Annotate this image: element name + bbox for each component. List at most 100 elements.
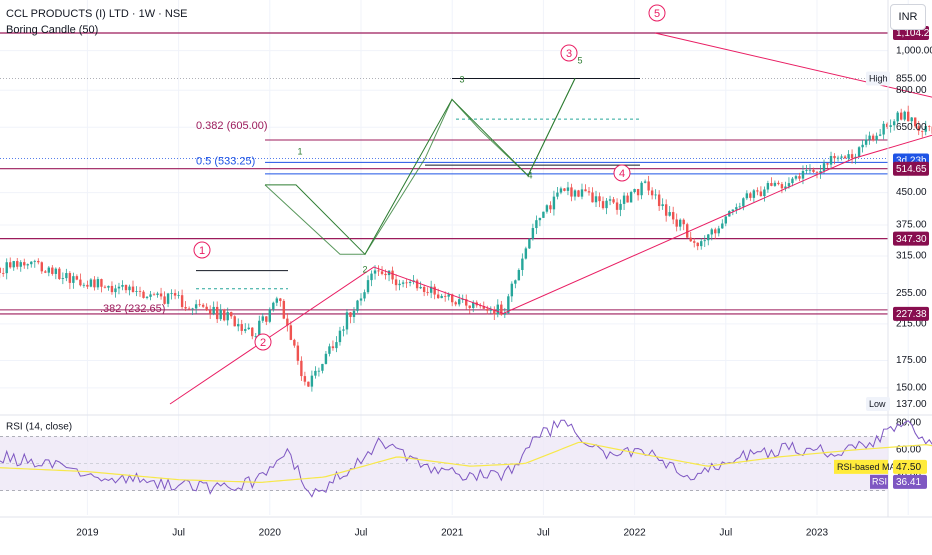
- candle-body: [353, 311, 355, 317]
- candle: [248, 323, 250, 329]
- candle-body: [244, 329, 246, 331]
- candle-body: [553, 197, 555, 210]
- candle: [318, 368, 320, 377]
- candle-body: [13, 261, 15, 267]
- candle: [363, 290, 365, 302]
- candle: [644, 179, 646, 183]
- indicator-label: Boring Candle (50): [6, 24, 98, 36]
- candle: [230, 312, 232, 319]
- candle-body: [311, 376, 313, 387]
- x-tick-label: 2023: [806, 528, 829, 539]
- candle-body: [300, 361, 302, 376]
- candle: [535, 216, 537, 235]
- x-tick-label: 2022: [623, 528, 646, 539]
- candle-body: [377, 270, 379, 271]
- candle: [223, 309, 225, 322]
- candle-body: [139, 291, 141, 292]
- candle: [167, 293, 169, 307]
- candle-body: [781, 184, 783, 188]
- candle-body: [111, 286, 113, 292]
- candle: [714, 228, 716, 239]
- candle: [72, 273, 74, 289]
- candle-body: [367, 280, 369, 292]
- candle-body: [556, 193, 558, 197]
- candle-body: [51, 268, 53, 274]
- candle: [41, 261, 43, 273]
- candle-body: [65, 273, 67, 278]
- candle-body: [598, 196, 600, 201]
- candle-body: [104, 287, 106, 288]
- candle-body: [518, 270, 520, 280]
- candle: [6, 258, 8, 279]
- candle: [174, 289, 176, 299]
- candle: [795, 175, 797, 181]
- wave-line-1-2: [170, 267, 503, 404]
- candle-body: [170, 293, 172, 294]
- candle: [142, 290, 144, 299]
- candle: [219, 304, 221, 321]
- candle-body: [230, 312, 232, 316]
- candle-body: [212, 307, 214, 314]
- candle-body: [198, 304, 200, 305]
- candle-body: [160, 293, 162, 296]
- candle-body: [697, 243, 699, 246]
- candle: [490, 306, 492, 313]
- candle: [511, 281, 513, 302]
- candle-body: [332, 346, 334, 348]
- candle: [160, 288, 162, 300]
- x-tick-label: 2020: [259, 528, 282, 539]
- subwave-path-bottom: [265, 78, 575, 254]
- candle: [665, 199, 667, 221]
- candle: [574, 189, 576, 200]
- candle: [339, 327, 341, 346]
- candle-body: [163, 296, 165, 303]
- candle-body: [560, 188, 562, 192]
- candle: [602, 197, 604, 210]
- candle: [746, 190, 748, 200]
- candle-body: [293, 340, 295, 346]
- candle-body: [125, 285, 127, 290]
- candle: [321, 364, 323, 373]
- candle-body: [802, 171, 804, 179]
- candle: [433, 284, 435, 299]
- candle: [672, 207, 674, 224]
- candle-body: [574, 190, 576, 196]
- candle: [609, 196, 611, 205]
- chart-title: CCL PRODUCTS (I) LTD · 1W · NSE: [6, 8, 188, 20]
- candle-body: [258, 321, 260, 336]
- candle-body: [872, 136, 874, 141]
- wave-label-4: 4: [619, 168, 625, 180]
- candle: [216, 301, 218, 323]
- candle: [405, 279, 407, 288]
- candle: [616, 198, 618, 214]
- candle: [549, 201, 551, 213]
- candle: [546, 204, 548, 213]
- candle-body: [174, 293, 176, 296]
- candle: [661, 198, 663, 210]
- candle: [391, 267, 393, 284]
- y-tick-label: 255.00: [896, 288, 927, 299]
- candle-body: [647, 181, 649, 190]
- candle-body: [328, 346, 330, 353]
- candle: [882, 121, 884, 139]
- x-tick-label: 2021: [441, 528, 464, 539]
- candle-body: [812, 170, 814, 172]
- candle-body: [384, 274, 386, 275]
- currency-button[interactable]: INR: [890, 4, 926, 30]
- candle: [170, 289, 172, 299]
- candle: [455, 301, 457, 306]
- candle-body: [830, 156, 832, 165]
- candle: [262, 313, 264, 323]
- candle-body: [37, 261, 39, 262]
- candle: [858, 146, 860, 157]
- candle-body: [395, 279, 397, 285]
- candle-body: [746, 193, 748, 198]
- candle-body: [269, 309, 271, 322]
- candle-body: [718, 228, 720, 233]
- candle-body: [30, 262, 32, 265]
- candle: [398, 280, 400, 290]
- wave-label-1: 1: [199, 245, 205, 257]
- candle-body: [640, 183, 642, 195]
